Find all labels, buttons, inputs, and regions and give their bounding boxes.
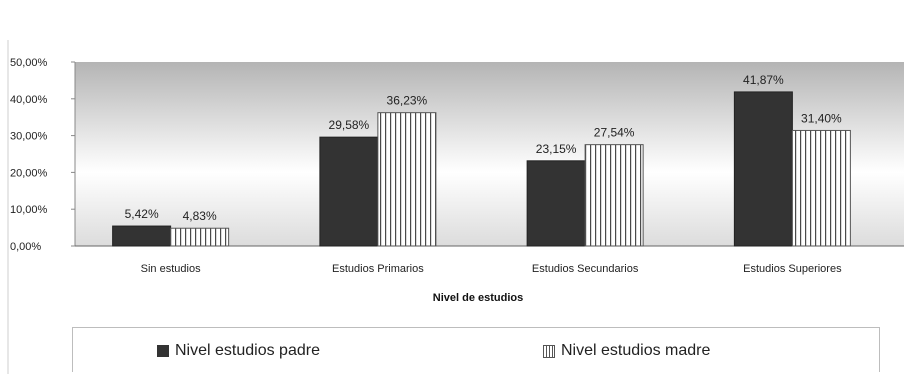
data-label: 36,23%: [387, 94, 428, 108]
legend-item-madre: Nivel estudios madre: [543, 342, 710, 360]
x-tick-label: Estudios Superiores: [743, 263, 842, 275]
x-tick-label: Estudios Secundarios: [532, 263, 639, 275]
data-label: 23,15%: [536, 142, 577, 156]
legend-label-madre: Nivel estudios madre: [561, 342, 711, 359]
legend-swatch-madre: [543, 344, 555, 358]
data-label: 41,87%: [743, 73, 784, 87]
data-label: 31,40%: [801, 111, 842, 125]
bar-padre: [733, 91, 793, 247]
bar-padre: [319, 136, 379, 247]
y-tick-label: 10,00%: [10, 204, 48, 216]
x-tick-label: Estudios Primarios: [332, 263, 424, 275]
y-tick-label: 50,00%: [10, 57, 48, 69]
bar-madre: [377, 112, 437, 247]
data-label: 5,42%: [125, 207, 159, 221]
bars: 5,42% 4,83% 29,58% 36,23% 23,15% 27,54% 41,87%…: [112, 73, 851, 247]
legend: Nivel estudios padre Nivel estudios madr…: [72, 327, 880, 372]
data-label: 29,58%: [329, 118, 370, 132]
x-tick-label: Sin estudios: [141, 263, 201, 275]
data-label: 27,54%: [594, 126, 635, 140]
legend-swatch-padre: [157, 345, 169, 357]
bar-madre: [791, 129, 851, 247]
legend-item-padre: Nivel estudios padre: [157, 342, 320, 360]
y-tick-label: 40,00%: [10, 94, 48, 106]
bar-padre: [526, 160, 586, 247]
x-ticks: Sin estudios Estudios Primarios Estudios S…: [141, 263, 842, 275]
y-ticks: 0,00% 10,00% 20,00% 30,00% 40,00% 50,00%: [10, 57, 75, 253]
bar-madre: [170, 227, 230, 247]
bar-padre: [112, 225, 172, 247]
x-axis-label: Nivel de estudios: [433, 292, 523, 304]
bar-madre: [584, 144, 644, 247]
y-tick-label: 0,00%: [10, 241, 41, 253]
legend-label-padre: Nivel estudios padre: [175, 342, 320, 359]
y-tick-label: 20,00%: [10, 167, 48, 179]
data-label: 4,83%: [183, 209, 217, 223]
y-tick-label: 30,00%: [10, 131, 48, 143]
